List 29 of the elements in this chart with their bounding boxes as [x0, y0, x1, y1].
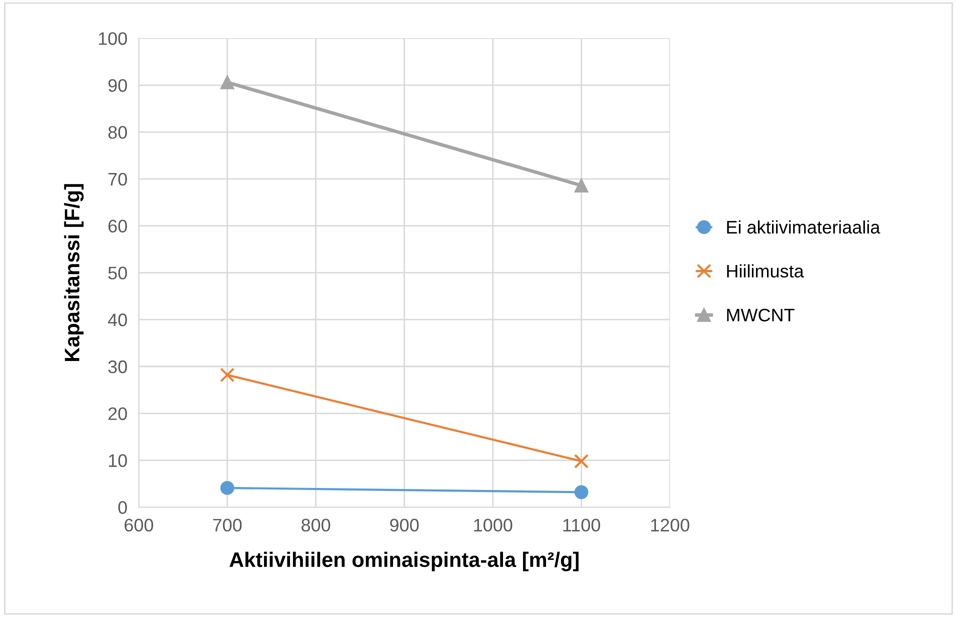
y-tick-label: 60 [108, 220, 127, 233]
point [574, 485, 588, 500]
y-tick-label: 100 [98, 32, 127, 45]
x-tick-label: 700 [213, 518, 242, 532]
legend-label: Ei aktiivimateriaalia [727, 220, 880, 234]
legend-label: Hiilimusta [727, 264, 804, 278]
x-tick-label: 600 [124, 518, 154, 532]
y-tick-label: 80 [108, 126, 127, 139]
point [220, 75, 234, 90]
point [574, 178, 588, 192]
x-tick-label: 900 [390, 518, 419, 532]
legend-label: MWCNT [727, 308, 794, 322]
y-tick-label: 30 [108, 360, 127, 374]
y-axis-title: Kapasitanssi [F/g] [64, 184, 84, 362]
y-tick-label: 20 [108, 407, 127, 420]
x-tick-label: 1100 [563, 518, 600, 532]
x-tick-label: 800 [302, 518, 330, 532]
point [220, 368, 235, 382]
point [220, 481, 234, 495]
y-tick-label: 50 [108, 266, 127, 280]
y-tick-label: 0 [118, 501, 127, 514]
point [574, 454, 589, 469]
y-tick-label: 10 [108, 454, 127, 467]
x-tick-label: 1000 [474, 518, 512, 532]
y-tick-label: 40 [108, 314, 127, 326]
y-tick-label: 90 [108, 79, 127, 92]
x-axis-title: Aktiivihiilen ominaispinta-ala [m²/g] [229, 552, 579, 572]
x-tick-label: 1200 [651, 518, 690, 532]
y-tick-label: 70 [108, 172, 127, 186]
